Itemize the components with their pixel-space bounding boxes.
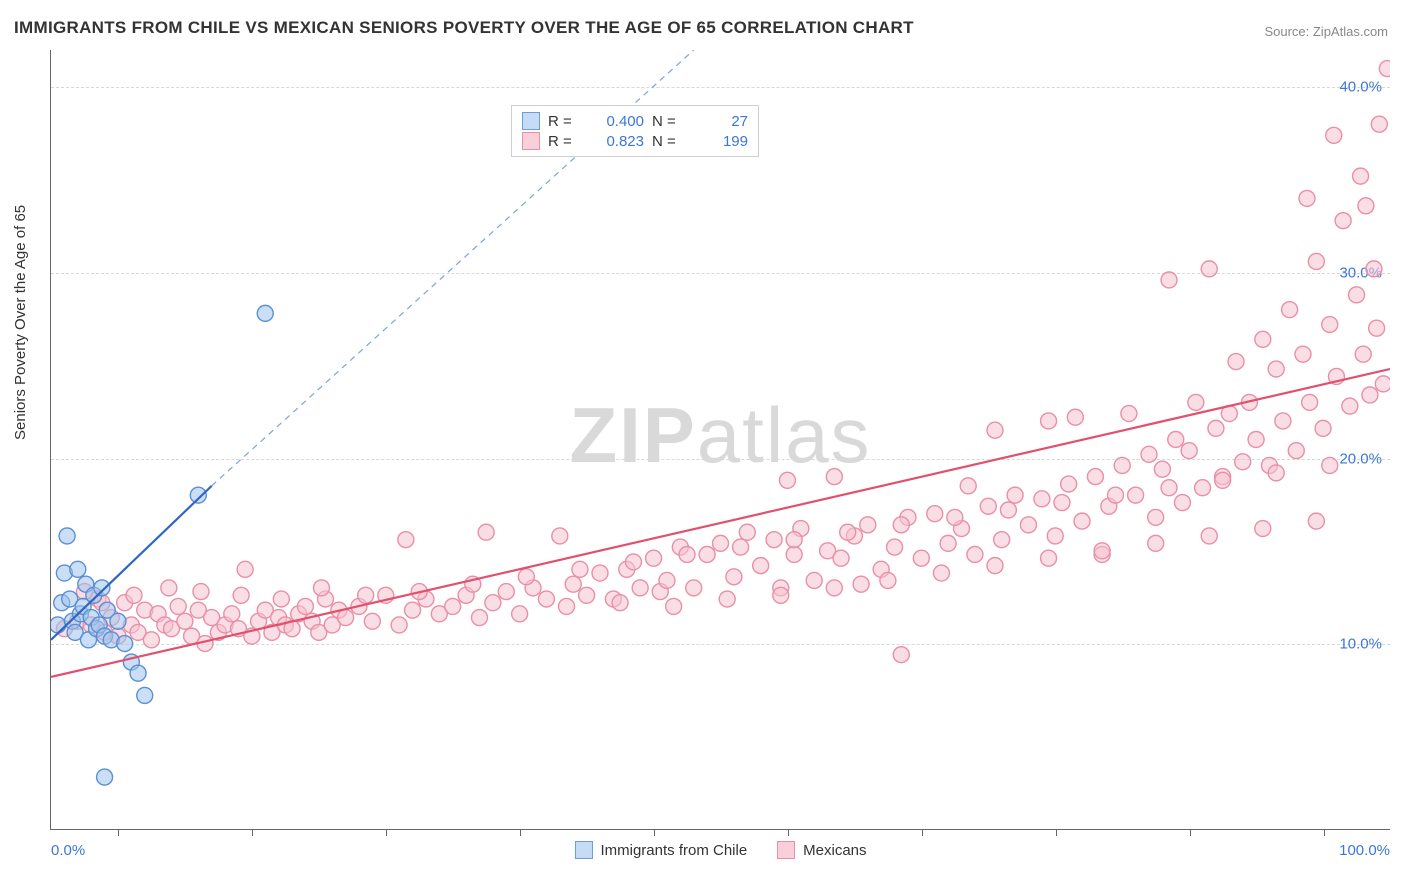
- legend-row-chile: R =0.400 N =27: [522, 111, 748, 131]
- swatch-chile-bottom: [574, 841, 592, 859]
- legend-row-mexicans: R =0.823 N =199: [522, 131, 748, 151]
- regression-lines-layer: [51, 50, 1390, 829]
- swatch-mexicans: [522, 132, 540, 150]
- plot-area: ZIPatlas 10.0%20.0%30.0%40.0% R =0.400 N…: [50, 50, 1390, 830]
- x-legend-mexicans-label: Mexicans: [803, 842, 866, 859]
- x-legend: Immigrants from Chile Mexicans: [574, 841, 866, 859]
- y-axis-label: Seniors Poverty Over the Age of 65: [12, 205, 29, 440]
- chart-title: IMMIGRANTS FROM CHILE VS MEXICAN SENIORS…: [14, 18, 914, 38]
- x-legend-chile: Immigrants from Chile: [574, 841, 747, 859]
- swatch-mexicans-bottom: [777, 841, 795, 859]
- source-attribution: Source: ZipAtlas.com: [1264, 24, 1388, 39]
- x-axis-max-label: 100.0%: [1339, 842, 1390, 859]
- x-legend-chile-label: Immigrants from Chile: [600, 842, 747, 859]
- x-legend-mexicans: Mexicans: [777, 841, 866, 859]
- x-axis-min-label: 0.0%: [51, 842, 85, 859]
- correlation-legend: R =0.400 N =27 R =0.823 N =199: [511, 105, 759, 157]
- swatch-chile: [522, 112, 540, 130]
- regression-line: [51, 369, 1390, 677]
- regression-line: [51, 486, 212, 640]
